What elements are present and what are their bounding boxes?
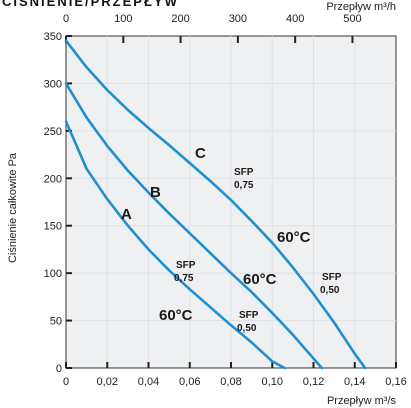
curve-label-b: B <box>150 184 161 201</box>
x-tick-label: 0,12 <box>303 376 324 388</box>
x-tick-label: 0,06 <box>179 376 200 388</box>
y-tick-label: 200 <box>44 173 62 185</box>
sfp-label-b-bottom: 0,50 <box>237 323 257 334</box>
sfp-label-c-bottom: 0,75 <box>234 180 254 191</box>
curve-label-c: C <box>195 145 206 162</box>
sfp-label-a-top: SFP <box>176 260 196 271</box>
axis-ticks: 0 0,02 0,04 0,06 0,08 0,10 0,12 0,14 0,16 0 50 100 1… <box>44 13 407 388</box>
sfp-label-c-top: SFP <box>234 167 254 178</box>
x2-tick-label: 500 <box>343 13 361 25</box>
chart-title: CIŚNIENIE/PRZEPŁYW <box>2 0 179 9</box>
y-tick-label: 300 <box>44 78 62 90</box>
sfp-label-b-top: SFP <box>239 310 259 321</box>
y-tick-label: 150 <box>44 221 62 233</box>
x-tick-label: 0,14 <box>344 376 365 388</box>
y-tick-label: 50 <box>50 316 62 328</box>
y-axis-title: Ciśnienie całkowite Pa <box>7 152 19 263</box>
series-line-c <box>64 39 367 370</box>
x2-tick-label: 200 <box>171 13 189 25</box>
x-axis-title: Przepływ m³/s <box>327 395 397 407</box>
x-tick-label: 0,10 <box>262 376 283 388</box>
curve-label-a: A <box>121 206 132 223</box>
x-tick-label: 0 <box>63 376 69 388</box>
x2-tick-label: 0 <box>63 13 69 25</box>
sfp-label-a-bottom: 0,75 <box>174 273 194 284</box>
x2-tick-label: 400 <box>286 13 304 25</box>
series <box>64 39 367 370</box>
x-tick-label: 0,04 <box>138 376 159 388</box>
y-tick-label: 100 <box>44 268 62 280</box>
x-tick-label: 0,08 <box>220 376 241 388</box>
x2-axis-title: Przepływ m³/h <box>326 1 396 13</box>
sfp-label-c2-top: SFP <box>322 272 342 283</box>
series-line-b <box>64 82 324 370</box>
y-tick-label: 0 <box>56 363 62 375</box>
temp-label-b: 60°C <box>243 271 277 288</box>
x-tick-label: 0,16 <box>385 376 406 388</box>
x-tick-label: 0,02 <box>97 376 118 388</box>
sfp-label-c2-bottom: 0,50 <box>320 285 340 296</box>
y-tick-label: 350 <box>44 31 62 43</box>
x2-tick-label: 300 <box>229 13 247 25</box>
x2-tick-label: 100 <box>114 13 132 25</box>
y-tick-label: 250 <box>44 126 62 138</box>
temp-label-a: 60°C <box>159 307 193 324</box>
temp-label-c: 60°C <box>277 229 311 246</box>
series-line-a <box>64 120 286 370</box>
